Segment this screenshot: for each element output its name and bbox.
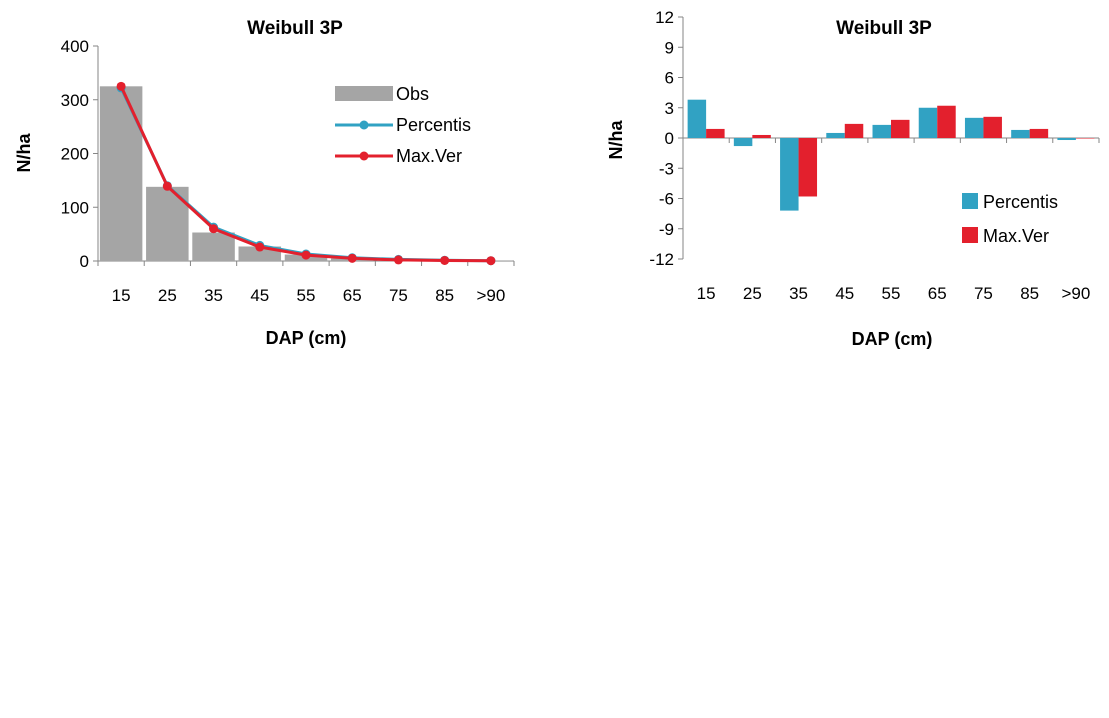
c0-point-1 [440, 255, 450, 265]
chart-weibull-residuals: -12 -9 -6 -3 0 3 6 9 12 15 25 35 45 55 65 75 85 >90 Weibul… [560, 0, 1109, 360]
c0-x-tick-label: >90 [476, 286, 505, 305]
c1-bar-series-1 [891, 119, 910, 138]
c1-bar-series-1 [1075, 138, 1095, 139]
c1-bar-series-1 [752, 134, 771, 138]
chart-weibull-residuals-svg: -12 -9 -6 -3 0 3 6 9 12 15 25 35 45 55 65 75 85 >90 Weibul… [606, 8, 1100, 349]
c0-point-1 [116, 81, 126, 91]
c0-x-tick-label: 15 [112, 286, 131, 305]
c1-title: Weibull 3P [836, 18, 932, 39]
c0-bar-obs [99, 86, 143, 261]
c0-x-tick-label: 35 [204, 286, 223, 305]
c0-point-1 [393, 255, 403, 265]
c1-bar-series-0 [733, 138, 753, 147]
c1-bar-series-0 [1011, 129, 1030, 138]
c1-bar-series-1 [937, 105, 956, 138]
c0-x-tick-label: 55 [297, 286, 316, 305]
c0-title: Weibull 3P [247, 18, 343, 39]
c1-y-tick-label: 6 [665, 69, 674, 88]
chart-beta-histogram: 01002003004001525354555657585>90BetaDAP … [0, 372, 540, 718]
c0-legend-marker [359, 151, 369, 161]
c0-legend-label: Percentis [396, 115, 471, 135]
c1-y-tick-label: 0 [665, 129, 674, 148]
c1-x-tick-label: 65 [928, 284, 947, 303]
c1-x-tick-label: 75 [974, 284, 993, 303]
chart-beta-residuals: -12-9-6-30369121525354555657585>90BetaDA… [560, 372, 1109, 718]
c1-y-tick-label: -3 [659, 159, 674, 178]
c0-point-1 [486, 256, 496, 266]
c1-x-tick-label: 45 [835, 284, 854, 303]
c0-point-1 [209, 224, 219, 234]
c0-legend-swatch [335, 86, 393, 101]
c1-bar-series-0 [964, 117, 984, 138]
c1-x-tick-label: 15 [697, 284, 716, 303]
c0-point-1 [255, 242, 265, 252]
c1-bar-series-1 [844, 123, 864, 138]
c1-x-tick-label: >90 [1061, 284, 1090, 303]
c1-y-tick-label: -12 [649, 250, 674, 269]
c0-x-tick-label: 65 [343, 286, 362, 305]
c0-legend-label: Max.Ver [396, 146, 462, 166]
c1-y-tick-label: -9 [659, 220, 674, 239]
c1-x-tick-label: 55 [882, 284, 901, 303]
c1-y-tick-label: 3 [665, 99, 674, 118]
c1-x-tick-label: 35 [789, 284, 808, 303]
c1-bar-series-1 [706, 128, 725, 138]
c1-y-tick-label: -6 [659, 190, 674, 209]
chart-beta-histogram-svg: 01002003004001525354555657585>90BetaDAP … [0, 372, 540, 718]
c1-x-axis-label: DAP (cm) [852, 329, 933, 349]
chart-weibull-histogram-svg: 0 100 200 300 400 15 25 35 45 55 65 75 85 >90 Weibull … [14, 18, 515, 348]
c0-y-axis-label: N/ha [14, 133, 34, 173]
c0-y-tick-label: 400 [61, 37, 89, 56]
c1-legend-label: Max.Ver [983, 226, 1049, 246]
c0-point-1 [347, 253, 357, 263]
c0-legend-marker [359, 120, 369, 130]
c1-legend-label: Percentis [983, 192, 1058, 212]
c1-legend-swatch [962, 193, 978, 209]
c1-y-tick-label: 12 [655, 8, 674, 27]
c0-x-axis-label: DAP (cm) [266, 328, 347, 348]
c1-bar-series-1 [1029, 128, 1049, 138]
c0-x-tick-label: 25 [158, 286, 177, 305]
c1-bar-series-0 [826, 132, 845, 138]
chart-weibull-histogram: 0 100 200 300 400 15 25 35 45 55 65 75 85 >90 Weibull … [0, 0, 540, 355]
c0-x-tick-label: 75 [389, 286, 408, 305]
c1-y-axis-label: N/ha [606, 120, 626, 160]
c1-y-tick-label: 9 [665, 38, 674, 57]
c1-bar-series-1 [983, 116, 1002, 138]
chart-beta-residuals-svg: -12-9-6-30369121525354555657585>90BetaDA… [560, 372, 1109, 718]
c1-bar-series-0 [780, 138, 799, 211]
c0-point-1 [162, 181, 172, 191]
c1-x-tick-label: 25 [743, 284, 762, 303]
c0-y-tick-label: 300 [61, 91, 89, 110]
c0-legend-label: Obs [396, 84, 429, 104]
c1-bar-series-0 [1057, 138, 1076, 141]
c1-bar-series-0 [918, 107, 938, 138]
c0-point-1 [301, 250, 311, 260]
c1-bar-series-1 [798, 138, 818, 197]
c1-legend-swatch [962, 227, 978, 243]
c1-x-tick-label: 85 [1020, 284, 1039, 303]
c1-bar-series-0 [687, 99, 707, 138]
c0-x-tick-label: 45 [250, 286, 269, 305]
c0-bar-obs [192, 232, 235, 261]
c1-bar-series-0 [872, 124, 891, 138]
c0-y-tick-label: 200 [61, 145, 89, 164]
c0-y-tick-label: 100 [61, 198, 89, 217]
c0-x-tick-label: 85 [435, 286, 454, 305]
c0-y-tick-label: 0 [80, 252, 89, 271]
